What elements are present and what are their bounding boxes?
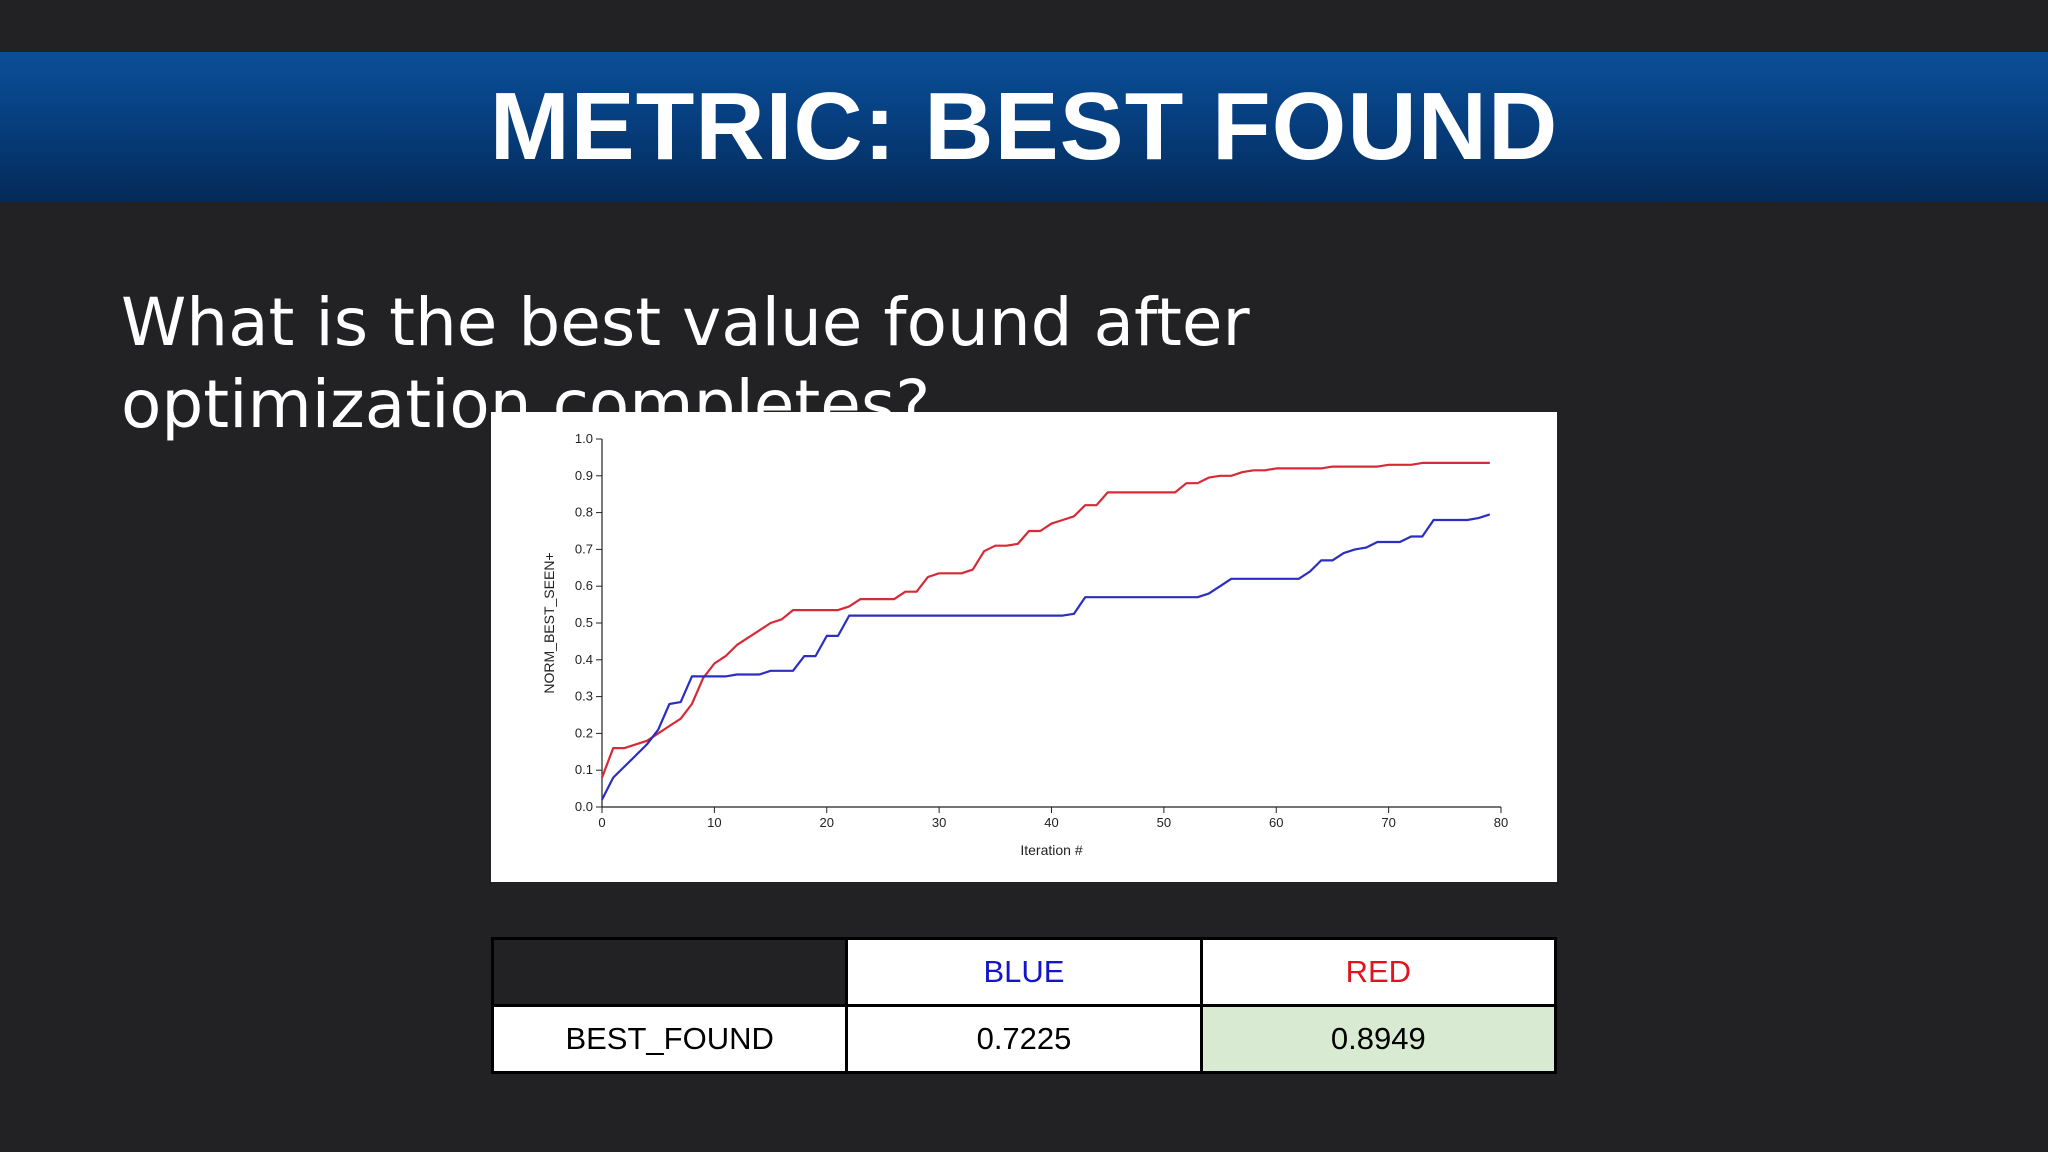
y-tick-label: 0.4 [575,652,593,667]
line-chart: 0.0 0.1 0.2 0.3 0.4 0.5 0.6 0.7 0.8 0.9 1.0 0 10 20 30… [541,431,1508,858]
y-tick-label: 1.0 [575,431,593,446]
y-tick-label: 0.2 [575,725,593,740]
chart-axes: 0.0 0.1 0.2 0.3 0.4 0.5 0.6 0.7 0.8 0.9 1.0 0 10 20 30… [541,431,1508,858]
x-tick-label: 10 [707,815,721,830]
series-line-1 [601,513,1491,801]
x-tick-label: 20 [820,815,834,830]
blue-header: BLUE [845,937,1203,1007]
table-header-row: BLUE RED [490,937,1558,1007]
question-text: What is the best value found after optim… [121,284,1250,443]
y-tick-label: 0.3 [575,689,593,704]
x-tick-label: 0 [598,815,605,830]
results-table: BLUE RED BEST_FOUND 0.7225 0.8949 [490,937,1558,1074]
y-tick-label: 0.0 [575,799,593,814]
y-axis-title: NORM_BEST_SEEN+ [541,552,557,693]
chart-panel: 0.0 0.1 0.2 0.3 0.4 0.5 0.6 0.7 0.8 0.9 1.0 0 10 20 30… [491,412,1557,882]
x-tick-label: 60 [1269,815,1283,830]
title-banner: METRIC: BEST FOUND [0,52,2048,202]
x-tick-label: 80 [1494,815,1508,830]
series-line-0 [600,461,1490,778]
red-value: 0.8949 [1199,1004,1558,1074]
slide-title: METRIC: BEST FOUND [489,73,1559,180]
table-corner-cell [490,937,849,1007]
x-tick-label: 30 [932,815,946,830]
x-tick-label: 40 [1044,815,1058,830]
y-tick-label: 0.9 [575,468,593,483]
x-tick-label: 50 [1157,815,1171,830]
red-header: RED [1199,937,1558,1007]
y-tick-label: 0.5 [575,615,593,630]
table-row: BEST_FOUND 0.7225 0.8949 [490,1004,1558,1074]
y-tick-label: 0.6 [575,578,593,593]
y-tick-label: 0.1 [575,762,593,777]
y-tick-label: 0.7 [575,541,593,556]
blue-value: 0.7225 [845,1004,1203,1074]
x-axis-title: Iteration # [1020,842,1082,858]
row-label: BEST_FOUND [490,1004,849,1074]
chart-series [600,461,1491,801]
y-tick-label: 0.8 [575,505,593,520]
x-tick-label: 70 [1381,815,1395,830]
